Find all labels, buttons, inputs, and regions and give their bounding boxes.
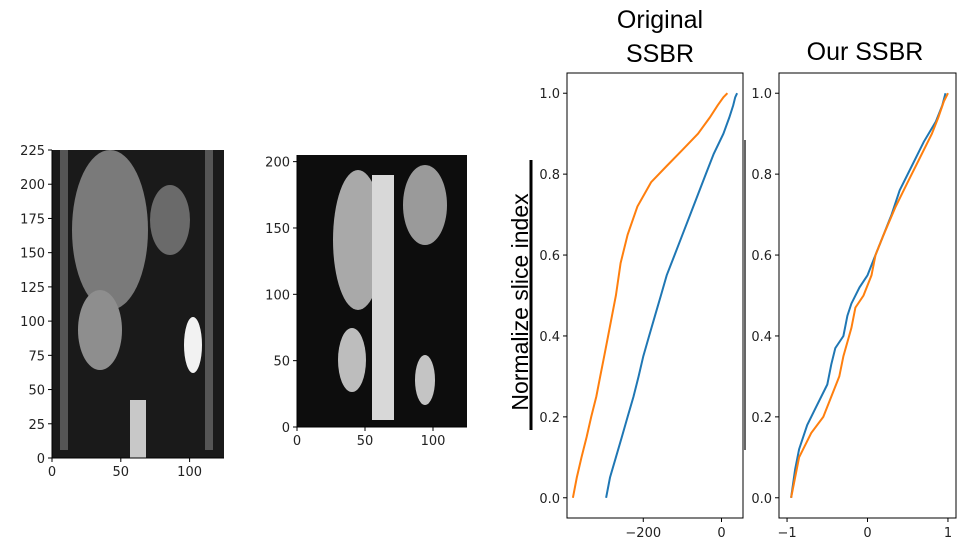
chart-3-y-tick-label: 0.6 xyxy=(539,249,560,264)
image-1-y-tick-label: 50 xyxy=(28,384,45,399)
image-2-y-tick-label: 200 xyxy=(265,156,290,171)
image-1-x-tick-label: 100 xyxy=(177,465,202,480)
image-1-x-tick-label: 50 xyxy=(113,465,130,480)
image-2-y-tick-label: 100 xyxy=(265,288,290,303)
ct-image-1-bright-kidney xyxy=(184,317,202,373)
image-1-y-tick-label: 225 xyxy=(20,144,45,159)
image-2-x-tick-label: 50 xyxy=(357,434,374,449)
image-2-x-tick-label: 0 xyxy=(293,434,301,449)
chart-title-original: Original xyxy=(617,6,703,34)
ct-image-1-kidney xyxy=(78,290,122,370)
image-axes-2: 0 50 100 0 50 100 150 200 xyxy=(265,155,467,449)
image-1-y-tick-label: 175 xyxy=(20,212,45,227)
image-2-x-tick-label: 100 xyxy=(421,434,446,449)
chart-3-y-tick-label: 0.8 xyxy=(539,168,560,183)
image-1-y-tick-label: 0 xyxy=(37,452,45,467)
chart-4-x-tick-label: −1 xyxy=(777,526,796,541)
chart-4-y-tick-label: 0.0 xyxy=(751,492,772,507)
image-1-y-tick-label: 125 xyxy=(20,281,45,296)
chart-4-x-tick-label: 0 xyxy=(863,526,871,541)
ct-image-2-liver xyxy=(333,170,383,310)
chart-4-y-tick-label: 1.0 xyxy=(751,87,772,102)
chart-3-x-tick-label: −200 xyxy=(625,526,661,541)
chart-4-y-tick-label: 0.2 xyxy=(751,411,772,426)
ct-image-2-kidney-right xyxy=(415,355,435,405)
ct-image-1-rib-left xyxy=(60,150,68,450)
chart-title-ssbr: SSBR xyxy=(626,40,694,68)
image-1-y-tick-label: 25 xyxy=(28,418,45,433)
image-1-y-tick-label: 100 xyxy=(20,315,45,330)
our-ssbr-chart: −1 0 1 0.0 0.2 0.4 0.6 0.8 1.0 xyxy=(751,72,957,541)
chart-3-series-0-line xyxy=(605,92,739,498)
image-1-y-tick-label: 150 xyxy=(20,247,45,262)
image-2-y-tick-label: 0 xyxy=(282,421,290,436)
chart-4-y-tick-label: 0.6 xyxy=(751,249,772,264)
chart-4-y-tick-label: 0.8 xyxy=(751,168,772,183)
ct-image-2-kidney-left xyxy=(338,328,366,392)
ct-image-2-organ-right xyxy=(403,165,447,245)
chart-4-series-1-line xyxy=(790,92,949,498)
y-axis-label: Normalize slice index xyxy=(507,193,533,411)
chart-3-y-tick-label: 0.2 xyxy=(539,411,560,426)
chart-3-frame xyxy=(566,72,744,519)
ct-image-1-organ xyxy=(150,185,190,255)
chart-4-y-tick-label: 0.4 xyxy=(751,330,772,345)
image-2-y-tick-label: 50 xyxy=(273,355,290,370)
chart-4-x-tick-label: 1 xyxy=(944,526,952,541)
image-2-y-tick-label: 150 xyxy=(265,222,290,237)
chart-3-y-tick-label: 0.0 xyxy=(539,492,560,507)
ct-image-panel-2 xyxy=(297,155,467,427)
chart-4-series-0-line xyxy=(790,92,947,498)
ct-image-panel-1 xyxy=(52,150,224,458)
chart-3-y-tick-label: 1.0 xyxy=(539,87,560,102)
chart-title-our-ssbr: Our SSBR xyxy=(807,38,924,66)
chart-3-x-tick-label: 0 xyxy=(717,526,725,541)
ct-image-1-liver xyxy=(72,150,148,310)
original-ssbr-chart: −200 0 0.0 0.2 0.4 0.6 0.8 1.0 xyxy=(539,72,744,541)
chart-3-series-1-line xyxy=(571,92,729,498)
ct-image-1-spine xyxy=(130,400,146,458)
ct-image-2-spine xyxy=(372,175,394,420)
image-1-x-tick-label: 0 xyxy=(48,465,56,480)
image-1-y-tick-label: 75 xyxy=(28,349,45,364)
image-axes-1: 0 50 100 0 25 50 75 100 125 150 175 200 225 xyxy=(20,144,224,480)
chart-3-y-tick-label: 0.4 xyxy=(539,330,560,345)
image-1-y-tick-label: 200 xyxy=(20,178,45,193)
ct-image-1-rib-right xyxy=(205,150,213,450)
